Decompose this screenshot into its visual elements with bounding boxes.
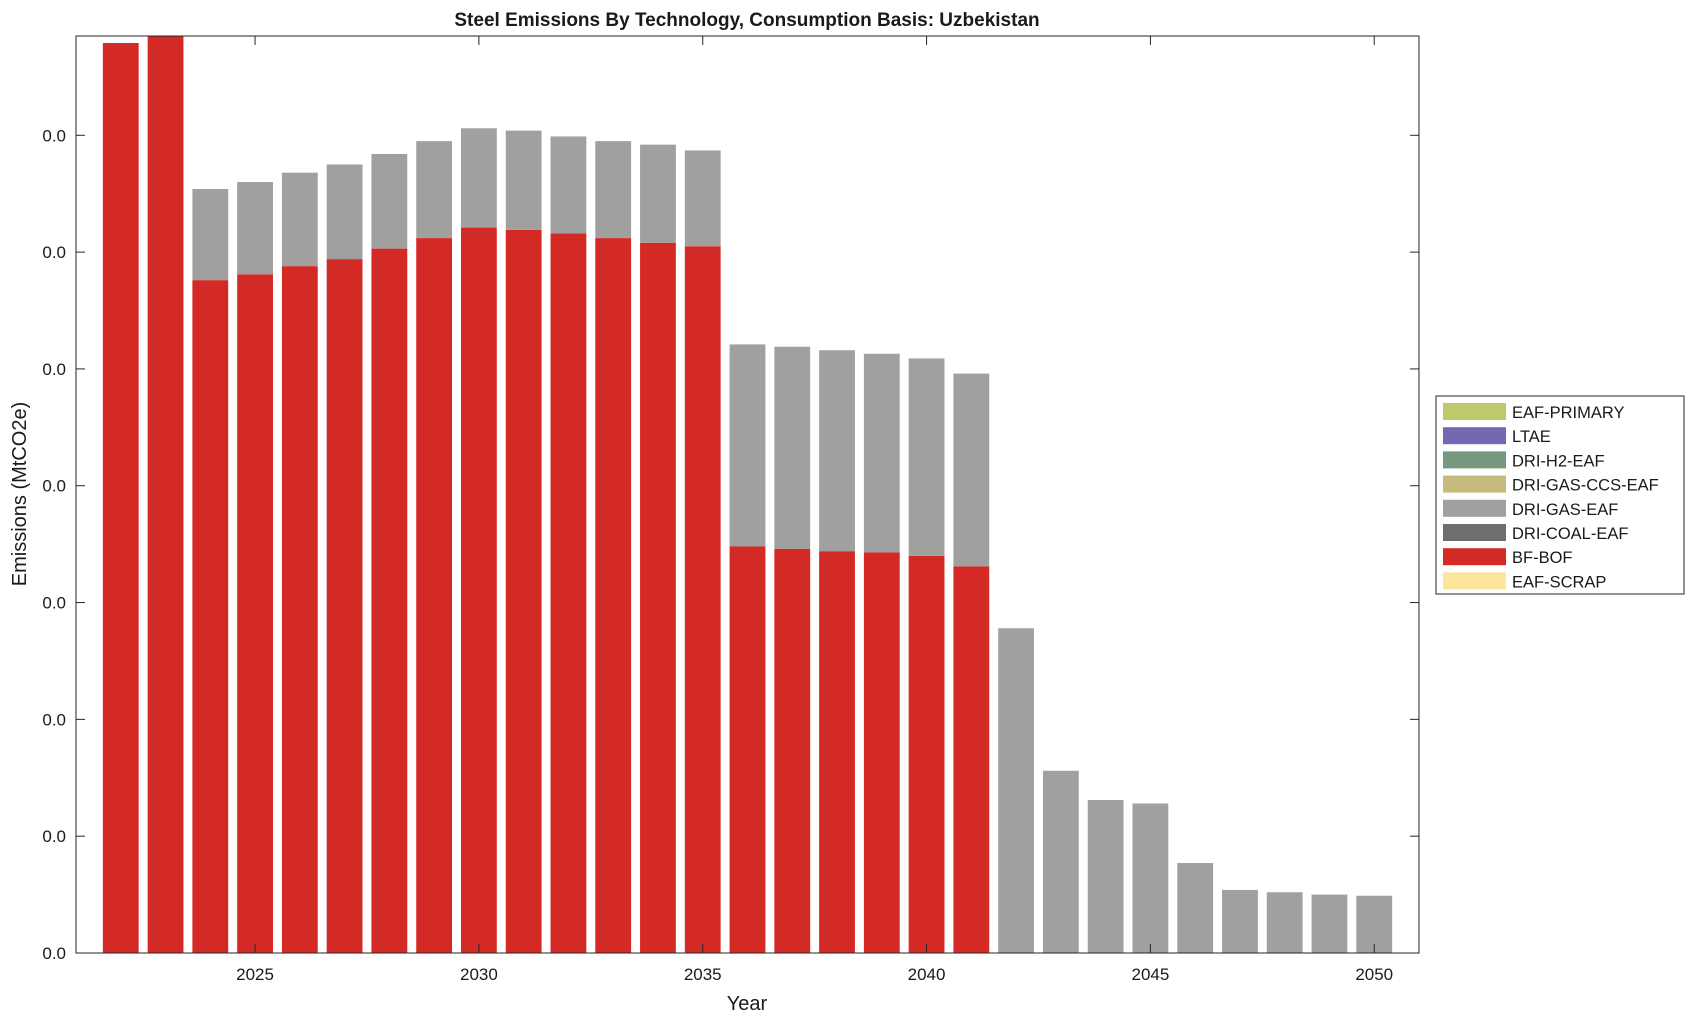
bar-dri-gas-eaf-2039 — [863, 353, 900, 553]
bar-dri-gas-eaf-2045 — [1132, 803, 1169, 953]
y-tick-label: 0.0 — [42, 594, 66, 613]
bar-bf-bof-2022 — [102, 43, 139, 953]
bar-bf-bof-2037 — [774, 548, 811, 953]
legend-swatch-dri-gas-ccs-eaf — [1443, 475, 1506, 493]
y-tick-label: 0.0 — [42, 243, 66, 262]
bar-dri-gas-eaf-2043 — [1042, 770, 1079, 953]
bar-bf-bof-2036 — [729, 546, 766, 953]
bar-dri-gas-eaf-2029 — [416, 141, 453, 239]
bar-dri-gas-eaf-2027 — [326, 164, 363, 260]
x-tick-label: 2045 — [1131, 965, 1169, 984]
bar-dri-gas-eaf-2030 — [460, 128, 497, 228]
y-tick-label: 0.0 — [42, 126, 66, 145]
axis-ticks: 2025 2030 2035 2040 2045 2050 0.0 0.0 0.0 0.0 0.0 0… — [42, 36, 1419, 984]
bar-dri-gas-eaf-2026 — [281, 172, 318, 267]
bar-dri-gas-eaf-2044 — [1087, 799, 1124, 953]
legend-swatch-dri-h2-eaf — [1443, 451, 1506, 469]
bar-dri-gas-eaf-2038 — [819, 350, 855, 552]
legend-label: DRI-GAS-CCS-EAF — [1512, 477, 1659, 495]
bar-dri-gas-eaf-2035 — [684, 150, 721, 247]
chart-title: Steel Emissions By Technology, Consumpti… — [454, 10, 1039, 31]
bar-dri-gas-eaf-2034 — [640, 144, 676, 243]
bar-dri-gas-eaf-2042 — [998, 628, 1035, 953]
legend: EAF-PRIMARY LTAE DRI-H2-EAF DRI-GAS-CCS-EAF… — [1435, 395, 1685, 595]
legend-swatch-ltae — [1443, 427, 1506, 445]
legend-label: EAF-SCRAP — [1512, 573, 1606, 591]
x-axis-label: Year — [727, 993, 768, 1015]
bar-bf-bof-2025 — [237, 274, 273, 953]
legend-label: BF-BOF — [1512, 549, 1573, 567]
bar-bf-bof-2027 — [326, 259, 363, 953]
bar-dri-gas-eaf-2041 — [953, 373, 990, 567]
bar-dri-gas-eaf-2050 — [1356, 895, 1393, 953]
bar-bf-bof-2035 — [684, 246, 721, 953]
bar-dri-gas-eaf-2037 — [774, 346, 811, 549]
bar-bf-bof-2028 — [371, 248, 408, 953]
bar-dri-gas-eaf-2024 — [192, 189, 229, 281]
legend-swatch-eaf-primary — [1443, 403, 1506, 420]
bar-dri-gas-eaf-2031 — [505, 130, 542, 230]
bar-bf-bof-2039 — [863, 552, 900, 953]
legend-label: DRI-COAL-EAF — [1512, 525, 1628, 543]
legend-swatch-bf-bof — [1443, 548, 1506, 566]
bar-dri-gas-eaf-2049 — [1311, 894, 1348, 953]
bar-bf-bof-2041 — [953, 566, 990, 953]
bar-dri-gas-eaf-2036 — [729, 344, 766, 547]
y-tick-label: 0.0 — [42, 944, 66, 963]
y-tick-label: 0.0 — [42, 477, 66, 496]
bar-bf-bof-2026 — [281, 266, 318, 953]
x-tick-label: 2030 — [460, 965, 498, 984]
bar-bf-bof-2031 — [505, 229, 542, 953]
legend-label: EAF-PRIMARY — [1512, 404, 1624, 422]
bar-dri-gas-eaf-2047 — [1222, 889, 1258, 953]
legend-label: DRI-GAS-EAF — [1512, 501, 1618, 519]
y-tick-label: 0.0 — [42, 360, 66, 379]
y-tick-label: 0.0 — [42, 827, 66, 846]
bar-bf-bof-2024 — [192, 280, 229, 953]
bars-group — [102, 36, 1393, 953]
bar-bf-bof-2030 — [460, 227, 497, 953]
y-tick-label: 0.0 — [42, 710, 66, 729]
bar-bf-bof-2029 — [416, 238, 453, 953]
bar-dri-gas-eaf-2025 — [237, 182, 273, 275]
x-tick-label: 2040 — [908, 965, 946, 984]
x-tick-label: 2035 — [684, 965, 722, 984]
y-axis-label: Emissions (MtCO2e) — [9, 402, 31, 586]
bar-bf-bof-2023 — [147, 36, 184, 953]
bar-dri-gas-eaf-2033 — [595, 141, 632, 239]
bar-dri-gas-eaf-2040 — [908, 358, 945, 556]
bar-bf-bof-2040 — [908, 555, 945, 953]
bar-dri-gas-eaf-2032 — [550, 136, 587, 234]
bar-bf-bof-2033 — [595, 238, 632, 953]
legend-label: DRI-H2-EAF — [1512, 452, 1605, 470]
x-tick-label: 2025 — [236, 965, 274, 984]
legend-swatch-eaf-scrap — [1443, 572, 1506, 590]
plot-frame — [75, 35, 1420, 954]
bar-dri-gas-eaf-2046 — [1177, 863, 1214, 953]
bar-bf-bof-2032 — [550, 233, 587, 953]
legend-swatch-dri-coal-eaf — [1443, 524, 1506, 541]
bar-dri-gas-eaf-2028 — [371, 153, 408, 249]
legend-swatch-dri-gas-eaf — [1443, 499, 1506, 517]
bar-bf-bof-2034 — [640, 242, 676, 953]
legend-label: LTAE — [1512, 428, 1551, 446]
bar-bf-bof-2038 — [819, 551, 855, 953]
x-tick-label: 2050 — [1355, 965, 1393, 984]
bar-dri-gas-eaf-2048 — [1266, 892, 1303, 953]
